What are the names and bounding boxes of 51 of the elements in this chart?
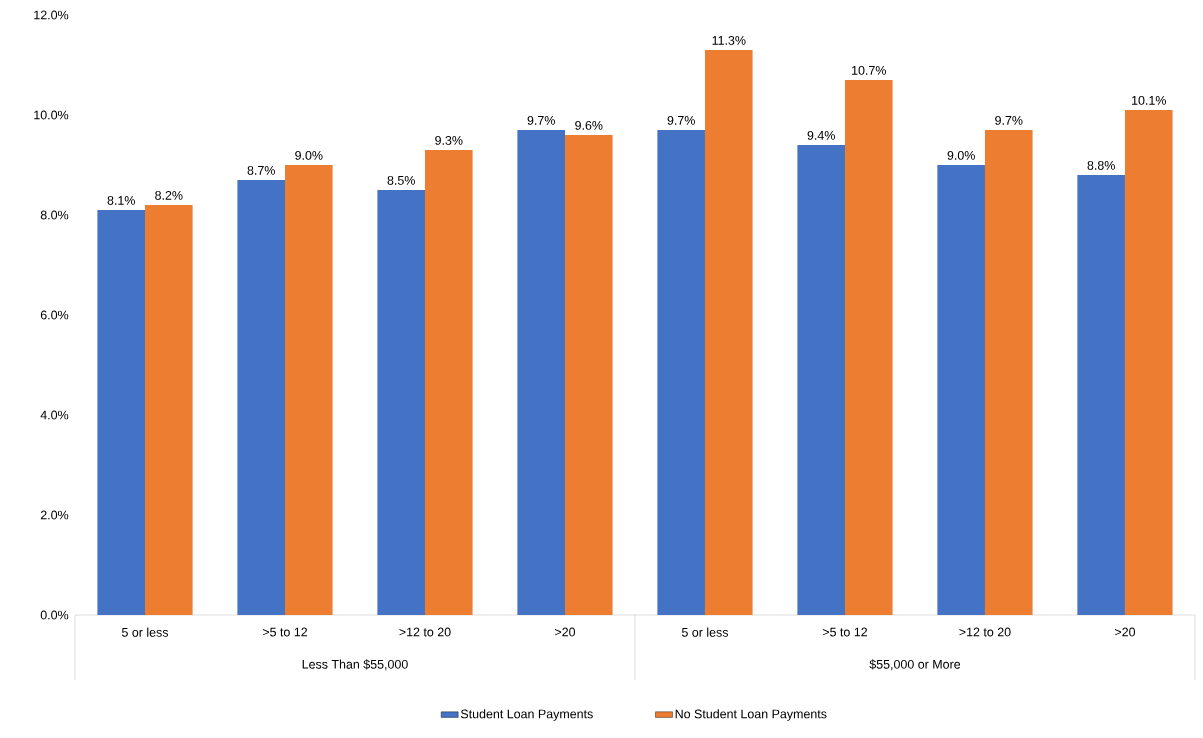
bar <box>284 165 333 615</box>
data-label: 8.1% <box>107 195 135 205</box>
data-label: 9.0% <box>295 150 323 160</box>
bar <box>844 80 893 615</box>
data-label: 9.4% <box>807 130 835 140</box>
x-tick-label: >12 to 20 <box>959 627 1011 637</box>
bar <box>657 130 705 615</box>
bar <box>564 135 613 615</box>
data-label: 10.7% <box>852 65 886 75</box>
bar <box>145 205 193 615</box>
bar <box>377 190 425 615</box>
x-tick-label: >20 <box>1115 627 1136 637</box>
x-tick-label: >5 to 12 <box>262 627 308 637</box>
data-label: 9.7% <box>995 115 1023 125</box>
bar <box>797 145 845 615</box>
data-label: 9.6% <box>575 120 603 130</box>
bar <box>984 130 1033 615</box>
bar <box>237 180 285 615</box>
data-label: 8.2% <box>155 190 183 200</box>
data-label: 10.1% <box>1132 95 1166 105</box>
bar <box>1077 175 1125 615</box>
bar <box>1124 110 1173 615</box>
legend-label: No Student Loan Payments <box>675 709 827 721</box>
y-tick-label: 0.0% <box>40 610 69 620</box>
x-tick-label: >20 <box>555 627 576 637</box>
data-label: 8.7% <box>247 165 275 175</box>
bar <box>97 210 145 615</box>
data-label: 11.3% <box>712 35 746 45</box>
y-tick-label: 8.0% <box>40 210 69 220</box>
bar <box>424 150 473 615</box>
data-label: 8.8% <box>1087 160 1115 170</box>
data-label: 9.3% <box>435 135 463 145</box>
x-tick-label: 5 or less <box>681 627 729 637</box>
y-tick-label: 10.0% <box>34 110 69 120</box>
bar <box>937 165 985 615</box>
y-tick-label: 4.0% <box>40 410 69 420</box>
legend-label: Student Loan Payments <box>460 709 593 721</box>
y-tick-label: 2.0% <box>40 510 69 520</box>
data-label: 9.7% <box>667 115 695 125</box>
text: Less Than $55,000 <box>302 659 408 671</box>
y-tick-label: 12.0% <box>34 10 69 20</box>
data-label: 9.0% <box>947 150 975 160</box>
data-label: 8.5% <box>387 175 415 185</box>
bar <box>704 49 753 615</box>
x-tick-label: >5 to 12 <box>822 627 868 637</box>
data-label: 9.7% <box>527 115 555 125</box>
text: $55,000 or More <box>869 659 961 671</box>
y-tick-label: 6.0% <box>40 310 69 320</box>
x-tick-label: 5 or less <box>121 627 169 637</box>
x-tick-label: >12 to 20 <box>399 627 451 637</box>
bar <box>517 130 565 615</box>
